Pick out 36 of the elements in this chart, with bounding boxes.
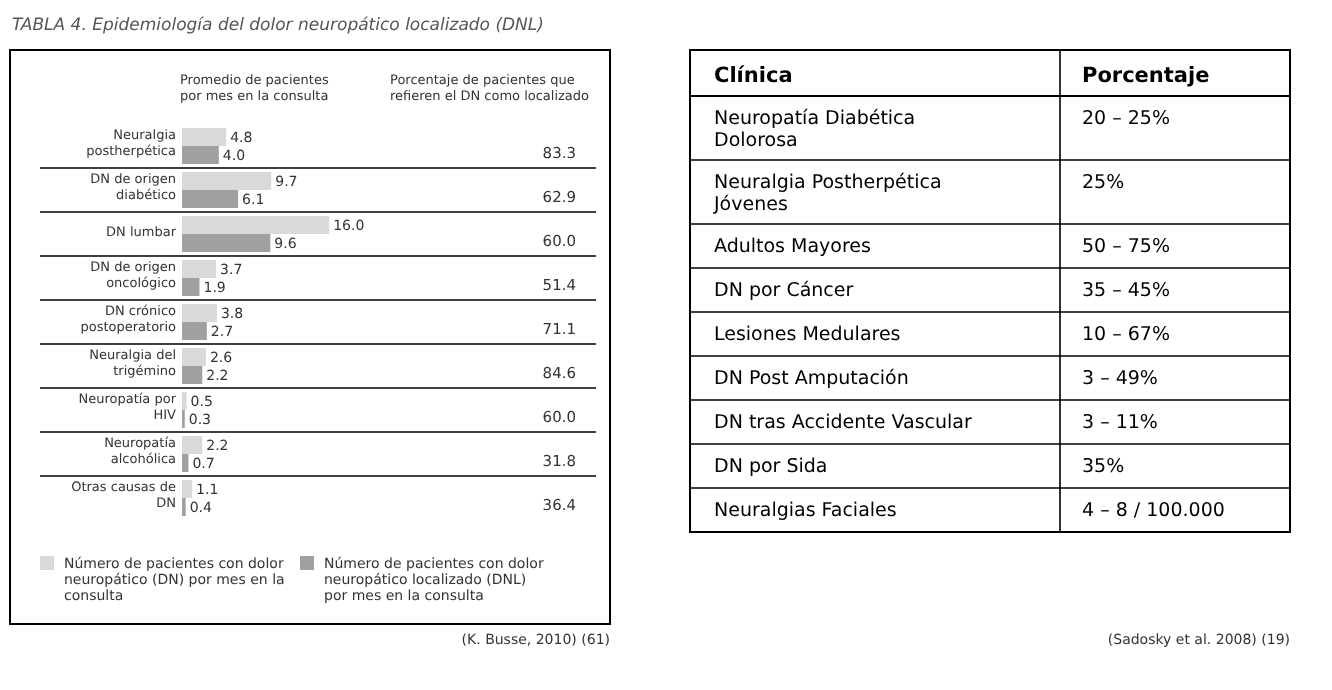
category-label: Neuralgias Faciales <box>714 500 897 522</box>
text: Clínica <box>714 64 793 88</box>
bar <box>182 128 227 146</box>
text: 10 – 67% <box>1082 324 1170 346</box>
bar <box>182 190 239 208</box>
bar <box>182 322 207 340</box>
bar <box>182 436 203 454</box>
bar <box>182 146 219 164</box>
bar <box>182 480 193 498</box>
chart-title: TABLA 4. Epidemiología del dolor neuropático localizado (DNL) <box>12 16 544 36</box>
text: 25% <box>1082 172 1125 194</box>
text: 50 – 75% <box>1082 236 1170 258</box>
bar <box>182 366 203 384</box>
category-label: DN tras Accidente Vascular <box>714 412 973 434</box>
text: 3 – 49% <box>1082 368 1158 390</box>
bar <box>182 260 217 278</box>
bar <box>182 454 189 472</box>
category-label: Neuralgia Postherpética Jóvenes <box>712 172 942 216</box>
text: 20 – 25% <box>1082 108 1170 130</box>
text: 4 – 8 / 100.000 <box>1082 500 1225 522</box>
category-label: Lesiones Medulares <box>714 324 901 346</box>
bar <box>182 216 330 234</box>
category-label: Neuropatía Diabética Dolorosa <box>714 108 916 152</box>
text: Porcentaje <box>1082 64 1210 88</box>
bar <box>182 348 206 366</box>
text: 3 – 11% <box>1082 412 1158 434</box>
text: 35 – 45% <box>1082 280 1170 302</box>
bar <box>182 278 200 296</box>
bar <box>182 172 272 190</box>
category-label: DN por Sida <box>714 456 828 478</box>
category-label: Adultos Mayores <box>714 236 872 258</box>
category-label: DN Post Amputación <box>714 368 909 390</box>
text: 35% <box>1082 456 1125 478</box>
bar <box>182 304 217 322</box>
category-label: DN por Cáncer <box>714 280 854 302</box>
bar <box>182 234 271 252</box>
